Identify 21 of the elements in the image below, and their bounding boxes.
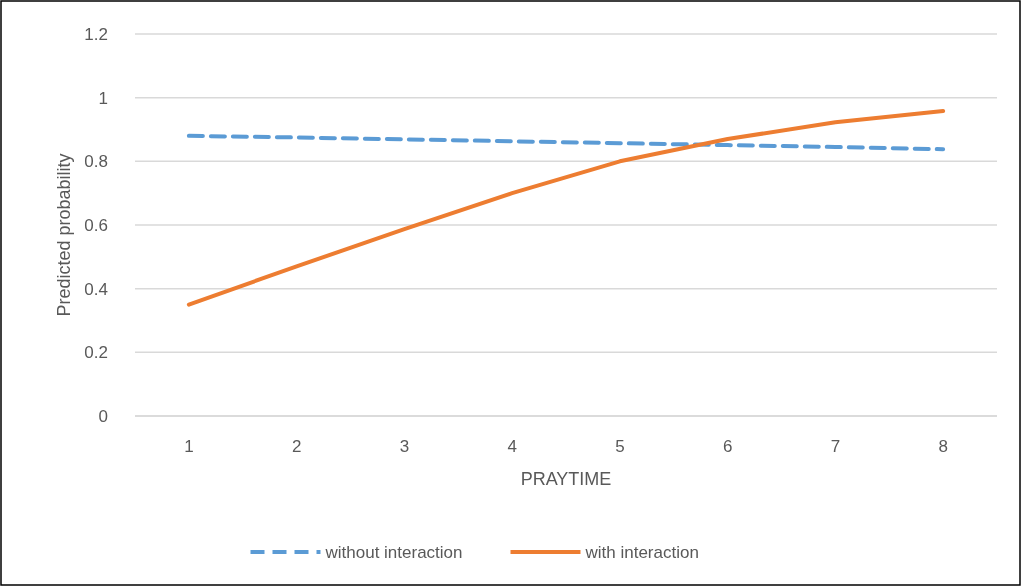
x-axis-title: PRAYTIME xyxy=(520,469,612,489)
x-tick-label: 2 xyxy=(291,436,302,456)
x-tick-label: 8 xyxy=(938,436,948,456)
line-series xyxy=(186,109,946,307)
line-series xyxy=(186,133,946,152)
y-tick-label: 0.4 xyxy=(84,279,108,299)
y-tick-label: 1.2 xyxy=(84,24,108,44)
x-tick-label: 7 xyxy=(830,436,841,456)
y-axis-title: Predicted probability xyxy=(54,153,74,317)
y-tick-label: 0.6 xyxy=(84,215,108,235)
x-tick-label: 1 xyxy=(184,436,194,456)
y-tick-label: 0.2 xyxy=(84,343,108,363)
y-tick-label: 0 xyxy=(98,406,108,426)
x-tick-label: 6 xyxy=(722,436,733,456)
legend-label: with interaction xyxy=(584,542,699,562)
x-tick-label: 3 xyxy=(399,436,410,456)
y-tick-label: 0.8 xyxy=(84,152,108,172)
x-tick-label: 4 xyxy=(507,436,517,456)
x-tick-label: 5 xyxy=(615,436,625,456)
legend-label: without interaction xyxy=(324,542,463,562)
y-tick-label: 1 xyxy=(98,88,108,108)
